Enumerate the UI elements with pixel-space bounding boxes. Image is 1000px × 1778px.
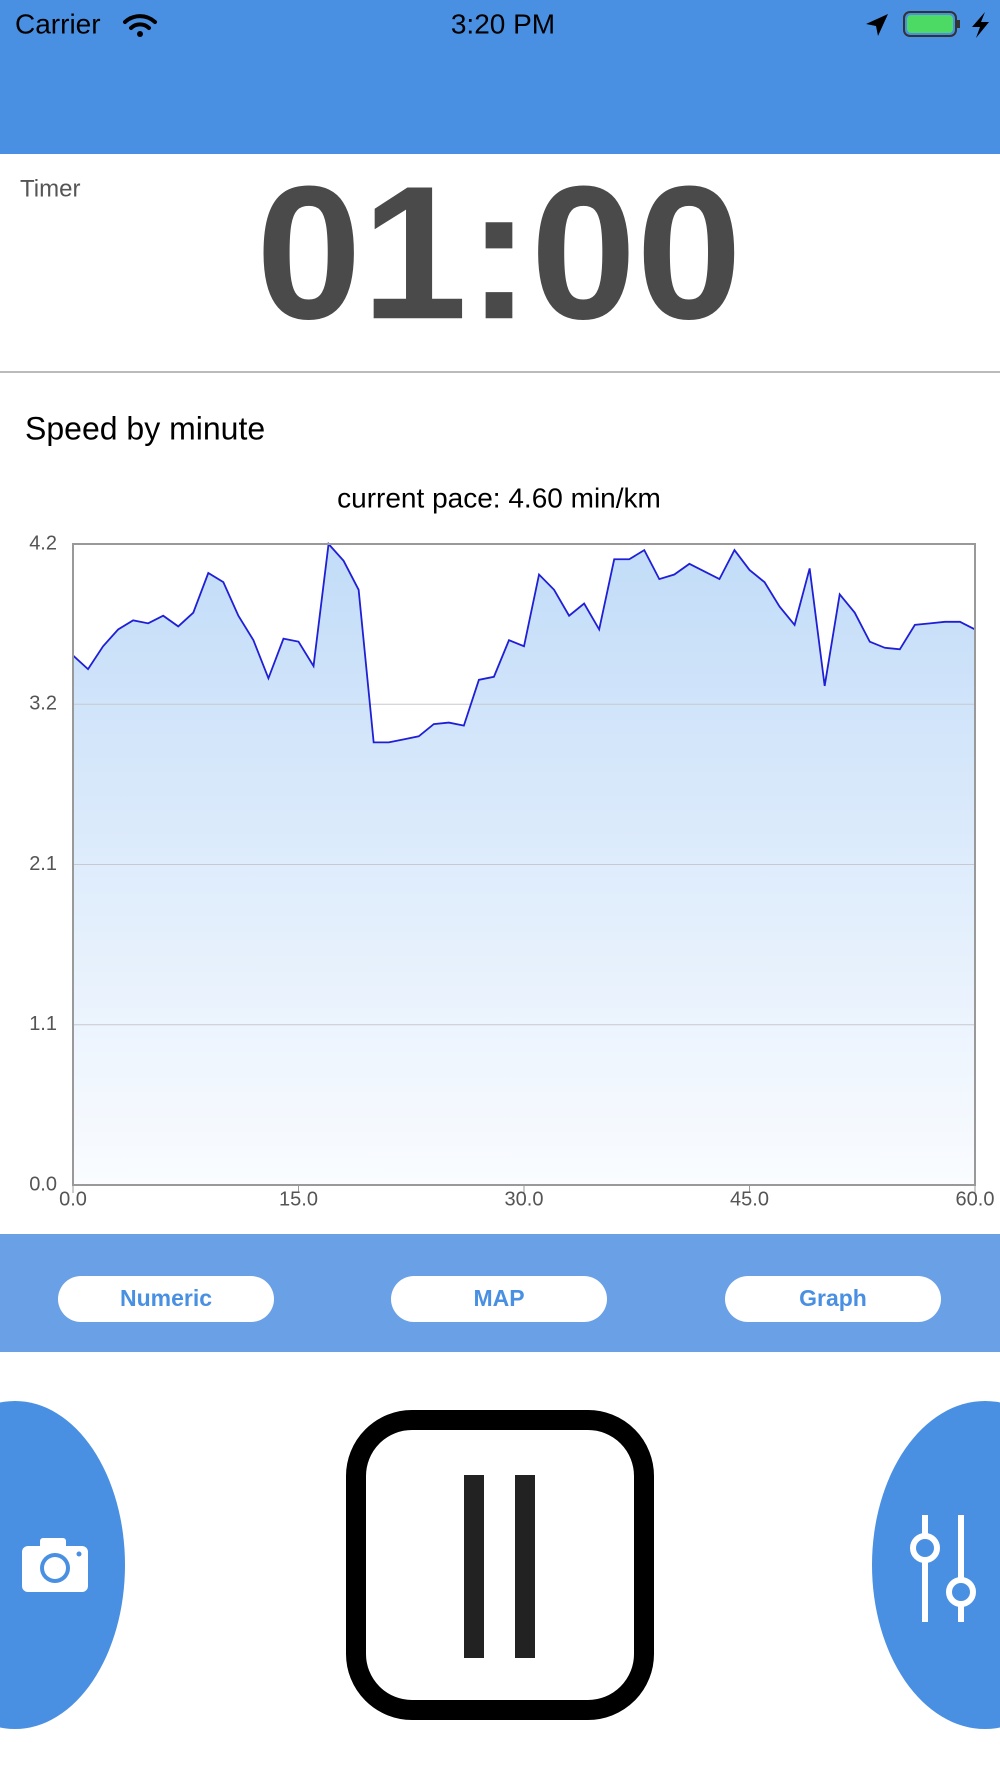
x-tick-label: 0.0: [59, 1188, 87, 1210]
tab-label: Graph: [799, 1285, 867, 1311]
camera-icon: [22, 1538, 88, 1592]
plot-frame: [72, 543, 976, 1186]
tab-button[interactable]: [391, 1276, 607, 1322]
chart-title: Speed by minute: [25, 410, 265, 446]
tab-button[interactable]: [725, 1276, 941, 1322]
x-tick-label: 60.0: [956, 1188, 995, 1210]
pause-button[interactable]: [346, 1410, 654, 1720]
x-tick-label: 45.0: [730, 1188, 769, 1210]
carrier: Carrier: [15, 8, 101, 39]
chart-subtitle: current pace: 4.60 min/km: [337, 482, 661, 513]
y-tick-label: 1.1: [29, 1013, 57, 1035]
tab-label: MAP: [473, 1285, 524, 1311]
settings-button[interactable]: [872, 1401, 1000, 1729]
wifi-icon: [123, 14, 157, 37]
y-tick-label: 3.2: [29, 693, 57, 715]
settings-icon: [910, 1515, 976, 1622]
y-tick-label: 0.0: [29, 1173, 57, 1195]
pause-bar: [464, 1475, 484, 1658]
y-tick-label: 4.2: [29, 532, 57, 554]
location-icon: [866, 14, 888, 36]
clock: 3:20 PM: [451, 8, 555, 39]
chart: 0.0 1.1 2.1 3.2 4.2 0.0 15.0 30.0 45.0 60.0: [29, 532, 994, 1210]
tabs: Numeric MAP Graph: [58, 1276, 941, 1322]
battery-icon: [903, 11, 989, 38]
tab-button[interactable]: [58, 1276, 274, 1322]
header: [0, 0, 1000, 154]
x-tick-label: 15.0: [279, 1188, 318, 1210]
data-line: [72, 541, 976, 744]
pause-bar: [515, 1475, 535, 1658]
y-tick-label: 2.1: [29, 853, 57, 875]
timer-value: 01:00: [256, 147, 742, 359]
timer-label: Timer: [20, 175, 80, 202]
x-tick-label: 30.0: [505, 1188, 544, 1210]
tab-label: Numeric: [120, 1285, 212, 1311]
